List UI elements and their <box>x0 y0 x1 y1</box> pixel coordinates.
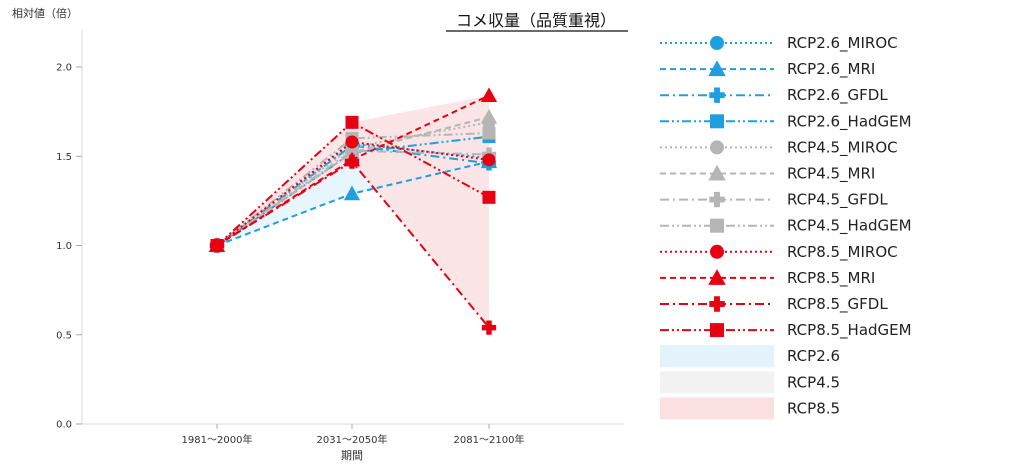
x-ticks: 1981〜2000年 2031〜2050年 2081〜2100年 <box>182 424 525 446</box>
data-point <box>482 126 496 140</box>
legend-label: RCP2.6_MIROC <box>787 34 898 53</box>
y-tick-label: 0.5 <box>56 330 72 341</box>
legend-item-rcp2-6-miroc: RCP2.6_MIROC <box>660 34 898 53</box>
legend-marker <box>710 36 724 50</box>
data-point <box>481 320 497 335</box>
legend-label: RCP4.5_HadGEM <box>787 217 912 236</box>
data-point <box>480 108 498 124</box>
legend-label: RCP2.6 <box>787 347 840 365</box>
x-tick-label: 2081〜2100年 <box>454 433 525 446</box>
data-point <box>482 153 496 167</box>
data-point <box>210 239 224 252</box>
legend-item-rcp8-5-hadgem: RCP8.5_HadGEM <box>660 321 912 340</box>
legend-item-rcp2-6-gfdl: RCP2.6_GFDL <box>660 86 888 105</box>
legend-swatch <box>660 371 774 394</box>
legend: RCP2.6_MIROC RCP2.6_MRI RCP2.6_GFDL RCP2.6_… <box>660 34 912 420</box>
data-point <box>345 135 359 149</box>
y-tick-label: 0.0 <box>56 420 72 431</box>
y-tick-label: 1.0 <box>56 241 72 252</box>
legend-label: RCP2.6_GFDL <box>787 86 888 105</box>
legend-item-rcp2-6-hadgem: RCP2.6_HadGEM <box>660 112 912 131</box>
legend-swatch <box>660 345 774 368</box>
legend-label: RCP4.5 <box>787 373 840 391</box>
range-bands <box>217 95 489 328</box>
legend-item-rcp8-5-gfdl: RCP8.5_GFDL <box>660 295 888 314</box>
legend-marker <box>708 269 726 285</box>
series-line <box>216 94 490 247</box>
series-line <box>216 135 490 247</box>
y-ticks: 0.0 0.5 1.0 1.5 2.0 <box>56 63 82 431</box>
data-point <box>343 185 361 201</box>
legend-item-rcp4-5-hadgem: RCP4.5_HadGEM <box>660 217 912 236</box>
legend-item-rcp4-5: RCP4.5 <box>660 371 840 394</box>
chart-title: コメ収量（品質重視） <box>456 11 616 30</box>
legend-item-rcp8-5: RCP8.5 <box>660 397 840 420</box>
data-point <box>345 115 359 129</box>
legend-marker <box>710 114 724 129</box>
series-rcp8-5-hadgem <box>210 115 496 252</box>
legend-item-rcp8-5-miroc: RCP8.5_MIROC <box>660 243 898 262</box>
legend-label: RCP2.6_MRI <box>787 60 875 79</box>
legend-marker <box>710 218 724 233</box>
data-point <box>480 87 498 103</box>
data-point <box>344 143 360 159</box>
legend-label: RCP8.5_MIROC <box>787 243 898 262</box>
range-band-rcp8-5 <box>217 95 489 328</box>
legend-marker <box>708 164 726 181</box>
legend-label: RCP4.5_GFDL <box>787 191 888 210</box>
legend-marker <box>710 244 724 259</box>
axes <box>81 30 624 425</box>
legend-label: RCP8.5_GFDL <box>787 295 888 314</box>
legend-label: RCP4.5_MIROC <box>787 138 898 157</box>
y-tick-label: 1.5 <box>56 152 72 163</box>
x-tick-label: 2031〜2050年 <box>317 433 388 446</box>
data-point <box>482 190 496 204</box>
legend-item-rcp2-6: RCP2.6 <box>660 345 840 368</box>
legend-label: RCP4.5_MRI <box>787 165 875 184</box>
x-tick-label: 1981〜2000年 <box>182 433 253 446</box>
data-point <box>344 154 360 169</box>
series-line <box>216 144 490 247</box>
legend-marker <box>709 87 725 103</box>
legend-marker <box>709 191 725 208</box>
legend-item-rcp4-5-miroc: RCP4.5_MIROC <box>660 138 898 157</box>
legend-item-rcp4-5-gfdl: RCP4.5_GFDL <box>660 191 888 210</box>
legend-item-rcp4-5-mri: RCP4.5_MRI <box>660 165 875 184</box>
legend-marker <box>710 323 724 338</box>
legend-label: RCP2.6_HadGEM <box>787 112 912 131</box>
legend-swatch <box>660 397 774 420</box>
legend-label: RCP8.5 <box>787 399 840 417</box>
legend-label: RCP8.5_HadGEM <box>787 321 912 340</box>
legend-item-rcp2-6-mri: RCP2.6_MRI <box>660 60 875 79</box>
legend-label: RCP8.5_MRI <box>787 269 875 288</box>
x-axis-title: 期間 <box>341 449 363 462</box>
legend-marker <box>710 140 724 155</box>
y-tick-label: 2.0 <box>56 63 72 74</box>
legend-marker <box>708 60 726 77</box>
series-lines <box>208 87 498 335</box>
y-axis-title: 相対値（倍） <box>12 6 78 20</box>
legend-marker <box>709 296 725 312</box>
legend-item-rcp8-5-mri: RCP8.5_MRI <box>660 269 875 288</box>
